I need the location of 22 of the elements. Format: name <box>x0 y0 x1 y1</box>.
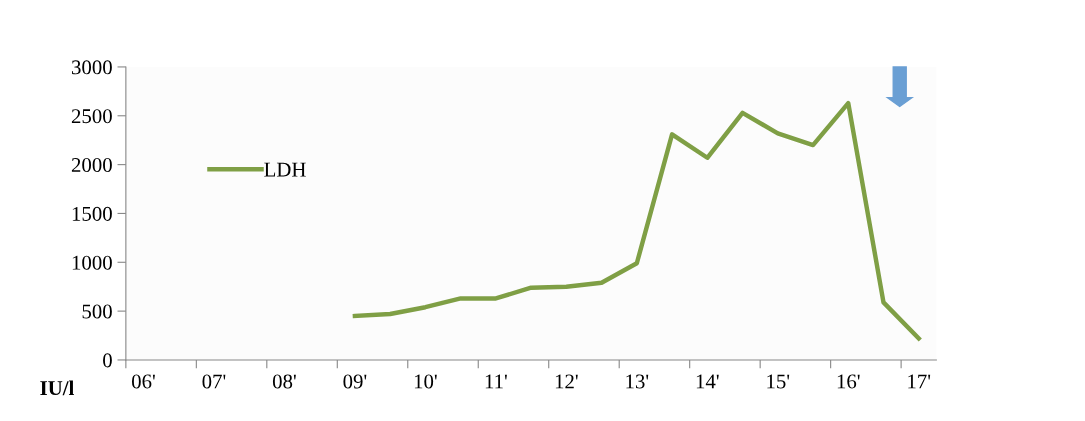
x-tick-label: 15' <box>767 374 790 389</box>
x-tick-label: 11' <box>485 374 507 389</box>
y-tick-label: 2000 <box>71 157 112 173</box>
y-tick-label: 1500 <box>72 206 112 221</box>
line-series <box>352 100 921 341</box>
y-tick-label: 2500 <box>71 109 112 124</box>
y-tick-label: 0 <box>103 353 112 368</box>
y-tick-label: 500 <box>82 304 112 319</box>
y-tick-label: 3000 <box>71 60 112 75</box>
x-tick-label: 14' <box>696 374 719 389</box>
y-axis-title: IU/l <box>40 380 74 396</box>
x-tick-label: 08' <box>272 374 296 389</box>
x-tick-label: 06' <box>131 374 155 389</box>
x-tick-label: 10' <box>414 374 437 389</box>
x-tick-label: 09' <box>343 374 367 389</box>
x-tick-label: 13' <box>626 374 649 389</box>
x-tick-label: 07' <box>202 374 226 389</box>
x-tick-label: 17' <box>908 374 931 389</box>
legend-label: LDH <box>264 162 306 177</box>
x-tick-label: 16' <box>837 374 860 389</box>
y-tick-label: 1000 <box>72 255 112 270</box>
x-tick-label: 12' <box>555 374 578 389</box>
